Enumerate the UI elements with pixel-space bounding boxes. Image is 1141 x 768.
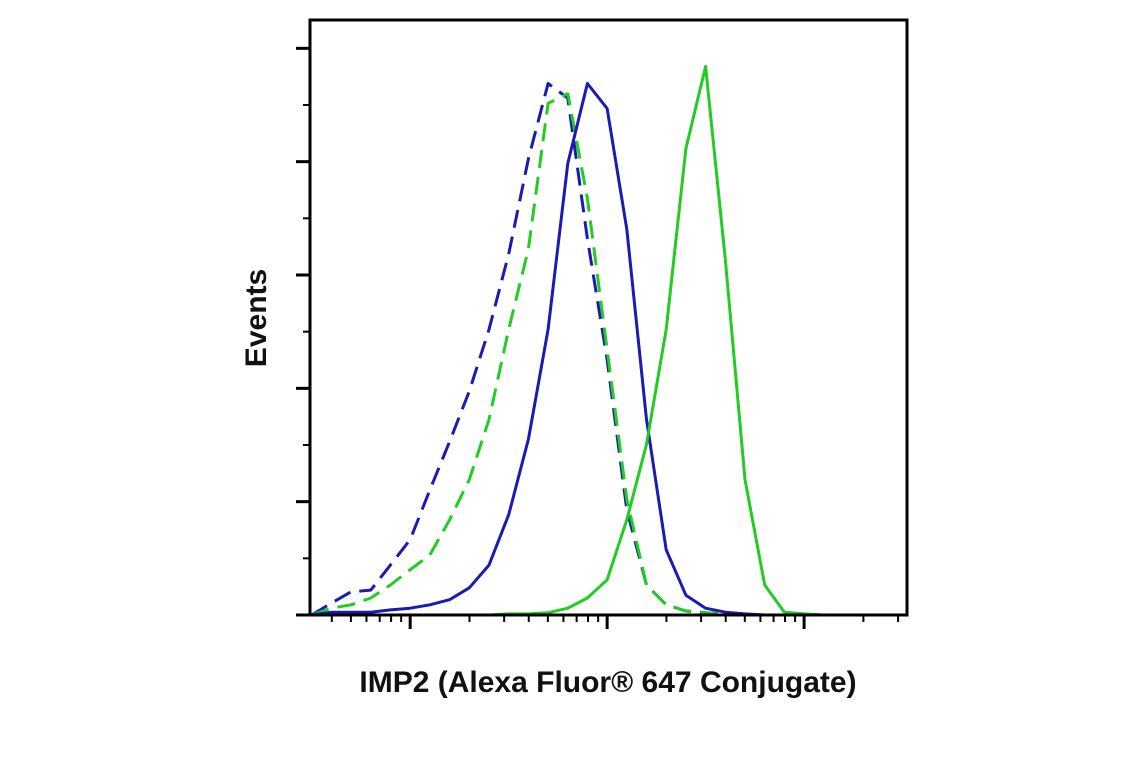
series-line xyxy=(311,92,903,617)
series-line xyxy=(311,82,903,617)
series-line xyxy=(310,82,903,617)
y-axis-label: Events xyxy=(240,269,273,367)
x-axis-label: IMP2 (Alexa Fluor® 647 Conjugate) xyxy=(359,666,856,699)
